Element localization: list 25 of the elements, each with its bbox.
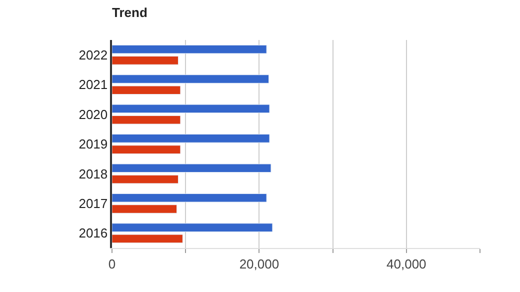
y-tick-label: 2022 xyxy=(78,47,108,62)
x-tick-label: 0 xyxy=(108,256,116,272)
bar xyxy=(112,134,270,143)
bar xyxy=(112,86,181,95)
bar xyxy=(112,223,273,232)
y-tick-label: 2019 xyxy=(78,136,108,152)
bar xyxy=(112,164,272,173)
x-tick-label: 40,000 xyxy=(386,256,426,272)
bar xyxy=(112,193,267,202)
bar xyxy=(112,174,178,184)
bar xyxy=(112,74,270,84)
x-tick-label: 20,000 xyxy=(239,256,280,272)
y-tick-label: 2021 xyxy=(78,77,108,92)
bar xyxy=(112,56,178,65)
y-tick-label: 2018 xyxy=(78,166,108,182)
bar xyxy=(112,204,178,214)
bar xyxy=(112,145,181,154)
y-tick-label: 2016 xyxy=(78,226,108,241)
y-tick-label: 2017 xyxy=(78,196,108,211)
bar xyxy=(112,115,181,124)
y-tick-label: 2020 xyxy=(78,106,108,122)
bar xyxy=(112,104,270,114)
bar xyxy=(112,234,183,244)
bar xyxy=(112,44,267,54)
chart-title: Trend xyxy=(112,5,148,20)
